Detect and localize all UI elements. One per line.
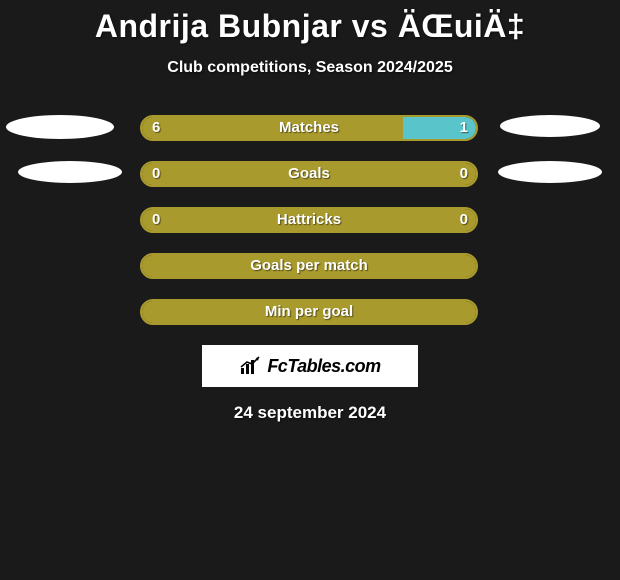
page-title: Andrija Bubnjar vs ÄŒuiÄ‡: [0, 0, 620, 45]
stat-row: Matches61: [0, 115, 620, 141]
stat-bar-left: [142, 117, 403, 139]
stat-bar-left: [142, 163, 476, 185]
stat-rows: Matches61 Goals00 Hattricks00 Goals per mat…: [0, 115, 620, 325]
player-ellipse-right: [500, 115, 600, 137]
stat-row: Hattricks00: [0, 207, 620, 233]
stat-row: Goals per match: [0, 253, 620, 279]
stat-row: Min per goal: [0, 299, 620, 325]
stat-bar-left: [142, 255, 476, 277]
player-ellipse-right: [498, 161, 602, 183]
chart-icon: [239, 356, 261, 376]
stat-bar-left: [142, 301, 476, 323]
date-label: 24 september 2024: [0, 403, 620, 423]
stat-bar: [140, 115, 478, 141]
fctables-logo: FcTables.com: [202, 345, 418, 387]
stat-bar: [140, 299, 478, 325]
stat-bar: [140, 207, 478, 233]
stat-bar: [140, 161, 478, 187]
logo-text: FcTables.com: [267, 356, 380, 377]
stat-bar-left: [142, 209, 476, 231]
stat-row: Goals00: [0, 161, 620, 187]
page-subtitle: Club competitions, Season 2024/2025: [0, 59, 620, 77]
stat-bar: [140, 253, 478, 279]
player-ellipse-left: [18, 161, 122, 183]
player-ellipse-left: [6, 115, 114, 139]
stat-bar-right: [403, 117, 476, 139]
